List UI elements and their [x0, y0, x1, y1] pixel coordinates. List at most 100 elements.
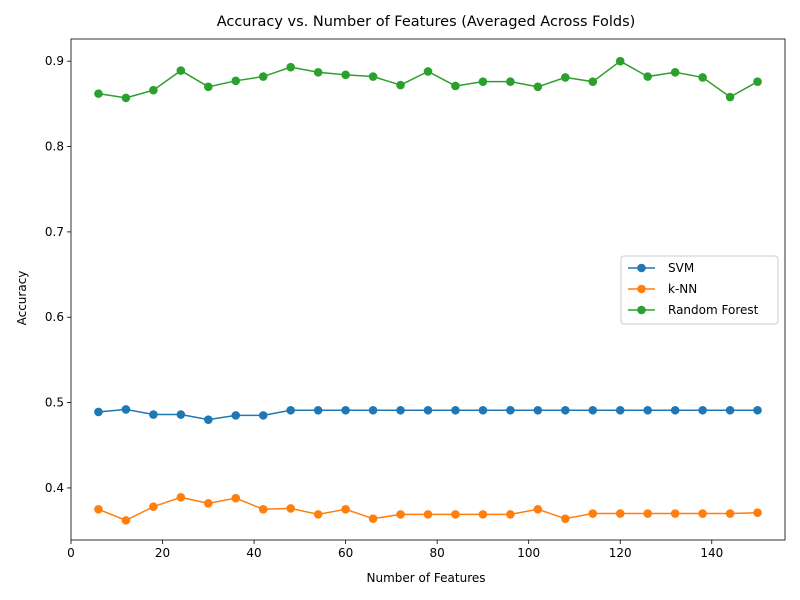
x-axis-label: Number of Features — [367, 571, 486, 585]
data-point — [396, 510, 405, 519]
data-point — [313, 510, 323, 519]
legend-marker — [637, 284, 646, 294]
x-tick-label: 0 — [67, 546, 75, 560]
y-tick-label: 0.8 — [45, 140, 64, 154]
data-point — [121, 405, 131, 414]
data-point — [451, 81, 460, 91]
x-tick-label: 100 — [517, 546, 540, 560]
series-k-nn — [94, 493, 762, 525]
legend-box — [620, 255, 779, 325]
data-point — [506, 77, 515, 86]
data-point — [286, 405, 295, 415]
legend-label: SVM — [668, 261, 694, 275]
data-point — [670, 405, 680, 415]
data-point — [313, 67, 323, 77]
chart-title: Accuracy vs. Number of Features (Average… — [217, 14, 636, 30]
y-tick-label: 0.5 — [45, 396, 64, 410]
legend: SVM k-NN Random Forest — [620, 255, 779, 325]
data-point — [176, 66, 186, 75]
data-point — [533, 82, 543, 92]
y-tick-label: 0.4 — [45, 481, 64, 495]
data-point — [121, 93, 131, 103]
data-point — [94, 504, 103, 514]
data-point — [478, 510, 488, 519]
data-point — [231, 493, 241, 503]
data-point — [588, 509, 598, 518]
data-point — [561, 405, 570, 415]
x-tick-label: 120 — [609, 546, 632, 560]
data-point — [533, 504, 543, 514]
data-point — [149, 85, 158, 95]
data-point — [643, 72, 652, 81]
data-point — [176, 410, 186, 419]
plot-area — [70, 38, 786, 541]
data-point — [368, 405, 378, 415]
data-point — [698, 405, 707, 415]
series-svm — [94, 405, 762, 424]
data-point — [231, 411, 241, 420]
data-point — [588, 77, 598, 86]
data-point — [615, 56, 625, 66]
data-point — [643, 405, 652, 415]
legend-label: Random Forest — [668, 303, 759, 317]
legend-marker — [637, 305, 646, 315]
data-point — [753, 405, 762, 415]
data-point — [506, 405, 515, 415]
data-point — [423, 405, 433, 415]
data-point — [561, 514, 570, 523]
legend-label: k-NN — [668, 282, 697, 296]
y-axis-ticks: 0.4 0.5 0.6 0.7 0.8 0.9 — [45, 54, 71, 495]
data-point — [506, 510, 515, 519]
data-point — [258, 504, 268, 514]
data-point — [258, 72, 268, 81]
series-random-forest — [94, 56, 762, 103]
data-point — [423, 510, 433, 519]
data-point — [121, 516, 131, 525]
data-point — [615, 405, 625, 415]
data-point — [451, 405, 460, 415]
x-axis-ticks: 0 20 40 60 80 100 120 140 — [67, 540, 723, 560]
data-point — [725, 509, 735, 518]
y-axis-label: Accuracy — [15, 271, 29, 326]
data-point — [94, 89, 103, 98]
series-layer — [94, 56, 762, 525]
data-point — [451, 510, 460, 519]
data-point — [643, 509, 652, 518]
data-point — [423, 67, 433, 76]
data-point — [341, 405, 350, 415]
data-point — [341, 70, 350, 80]
data-point — [258, 411, 268, 420]
data-point — [396, 80, 405, 90]
data-point — [615, 509, 625, 518]
x-tick-label: 140 — [700, 546, 723, 560]
data-point — [670, 509, 680, 518]
plot-frame — [70, 38, 786, 541]
data-point — [368, 514, 378, 523]
x-tick-label: 80 — [430, 546, 445, 560]
data-point — [204, 82, 213, 92]
data-point — [478, 405, 488, 415]
data-point — [149, 410, 158, 419]
legend-marker — [637, 263, 646, 273]
y-tick-label: 0.9 — [45, 54, 64, 68]
data-point — [725, 405, 735, 415]
data-point — [533, 405, 543, 415]
data-point — [94, 407, 103, 417]
data-point — [286, 62, 295, 72]
data-point — [204, 498, 213, 508]
data-point — [313, 405, 323, 415]
data-point — [286, 504, 295, 513]
y-tick-label: 0.6 — [45, 310, 64, 324]
data-point — [176, 493, 186, 502]
data-point — [478, 77, 488, 86]
data-point — [753, 508, 762, 517]
data-point — [231, 76, 241, 86]
data-point — [670, 67, 680, 77]
x-tick-label: 40 — [246, 546, 261, 560]
data-point — [204, 415, 213, 424]
data-point — [698, 73, 707, 82]
data-point — [149, 502, 158, 512]
data-point — [725, 92, 735, 102]
